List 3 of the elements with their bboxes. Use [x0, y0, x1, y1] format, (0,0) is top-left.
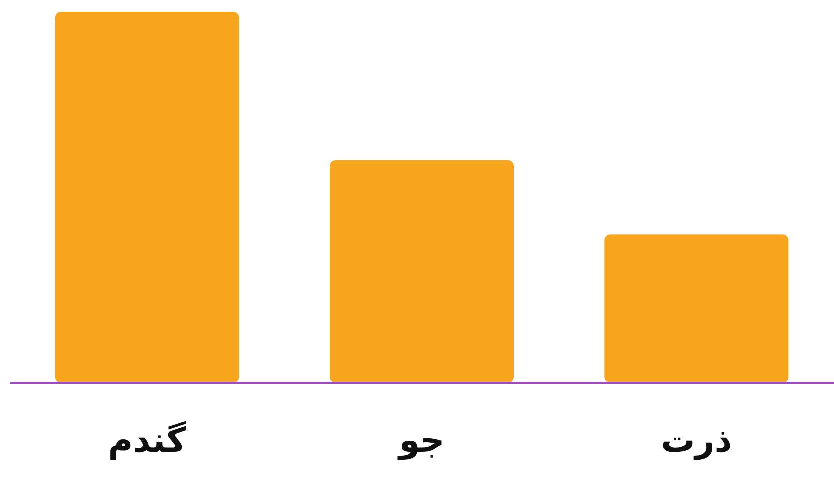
- x-tick-label: ذرت: [661, 421, 732, 461]
- x-tick-label: گندم: [108, 421, 187, 461]
- x-tick-label: جو: [397, 421, 445, 461]
